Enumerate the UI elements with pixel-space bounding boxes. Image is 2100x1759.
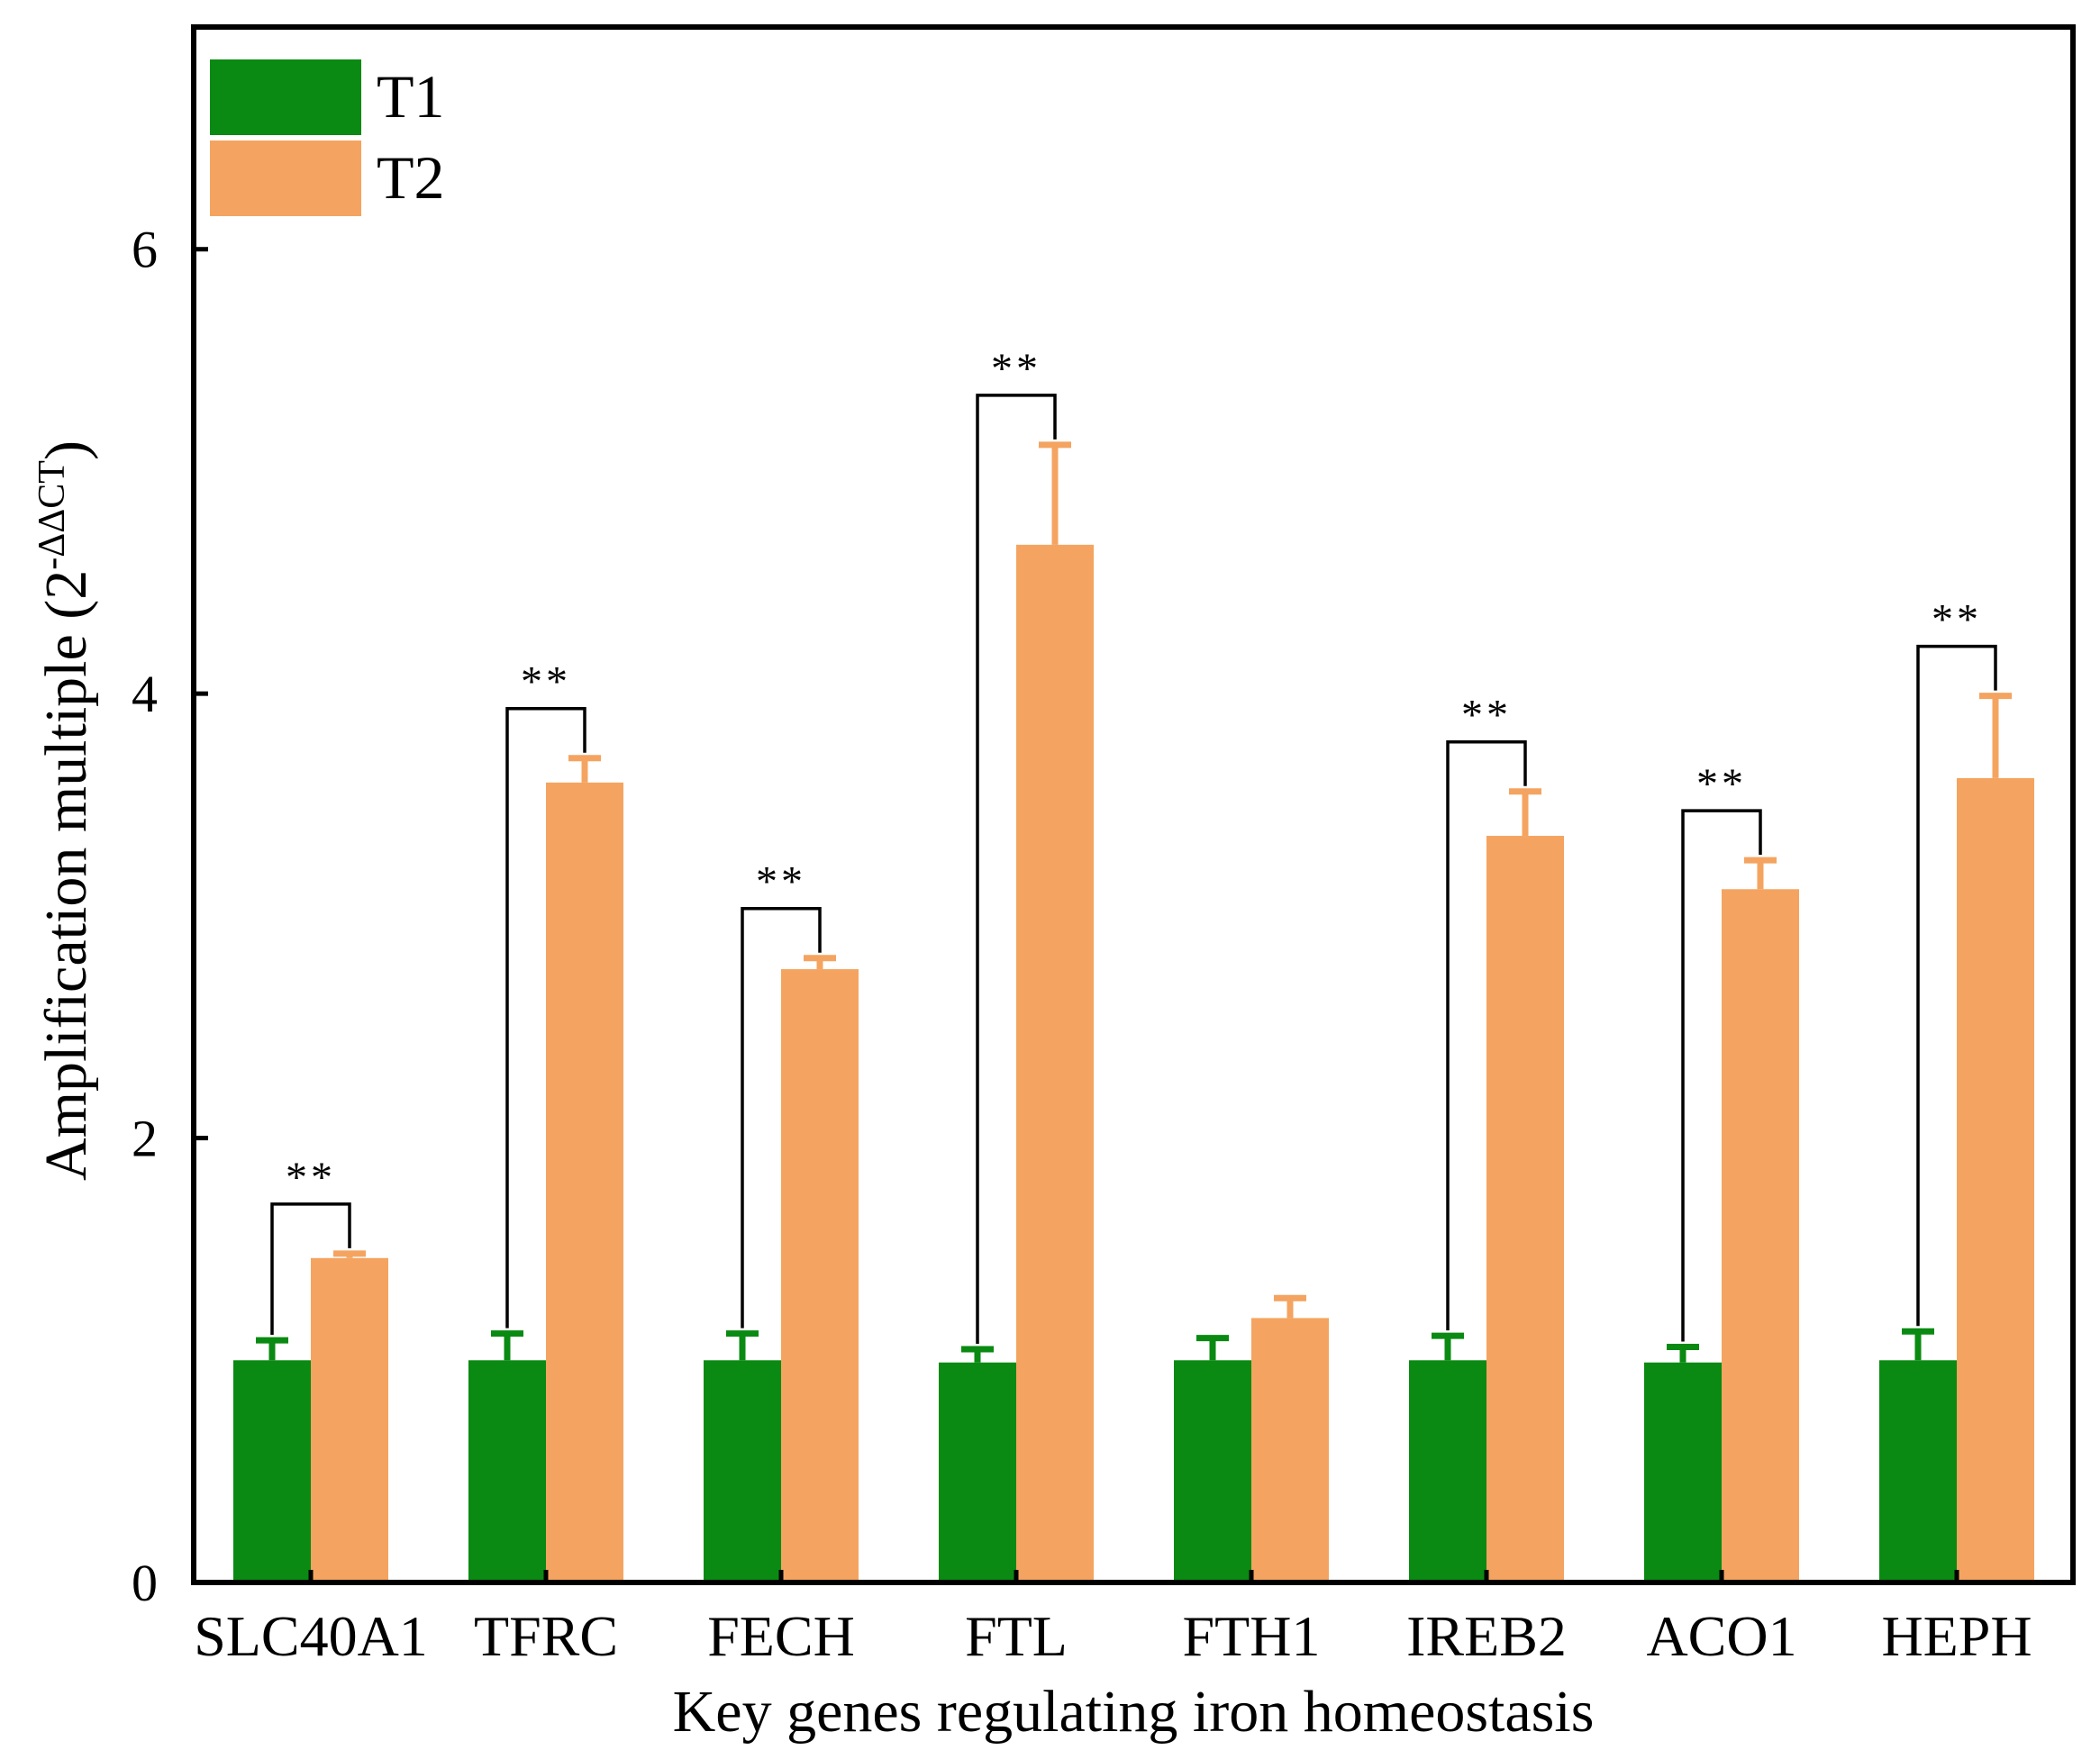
y-tick-label-0: 0 — [132, 1554, 158, 1612]
bar-t1-ftl — [939, 1362, 1016, 1582]
significance-bracket-slc40a1 — [270, 1202, 351, 1336]
significance-bracket-tfrc — [505, 706, 586, 1328]
bars-layer — [233, 544, 2034, 1583]
y-axis-title: Amplification multiple (2-ΔΔCT) — [32, 440, 99, 1181]
significance-label-ireb2: ** — [1461, 692, 1512, 739]
significance-bracket-fech — [741, 906, 822, 1328]
significance-bracket-aco1 — [1681, 809, 1762, 1342]
legend-label-t1: T1 — [377, 62, 445, 131]
x-tick-label-ftl: FTL — [965, 1604, 1068, 1668]
y-tick-label-2: 2 — [132, 1110, 158, 1168]
bar-t1-fth1 — [1174, 1360, 1251, 1582]
significance-bracket-heph — [1916, 644, 1997, 1327]
bar-t2-aco1 — [1722, 889, 1799, 1582]
x-axis-title: Key genes regulating iron homeostasis — [673, 1679, 1595, 1745]
significance-label-slc40a1: ** — [286, 1154, 336, 1201]
x-tick-label-ireb2: IREB2 — [1406, 1604, 1567, 1668]
legend-swatch-t1 — [210, 59, 361, 135]
x-tick-label-fth1: FTH1 — [1183, 1604, 1321, 1668]
significance-label-ftl: ** — [991, 345, 1041, 393]
significance-label-heph: ** — [1932, 596, 1982, 644]
x-tick-label-heph: HEPH — [1881, 1604, 2032, 1668]
x-tick-label-slc40a1: SLC40A1 — [194, 1604, 428, 1668]
y-axis-title-main: Amplification multiple (2 — [33, 570, 99, 1181]
y-tick-label-4: 4 — [132, 665, 158, 723]
x-tick-label-fech: FECH — [707, 1604, 855, 1668]
significance-bracket-ftl — [976, 394, 1057, 1344]
bar-t1-ireb2 — [1409, 1360, 1486, 1582]
significance-bracket-ireb2 — [1446, 739, 1527, 1331]
bar-t1-heph — [1879, 1360, 1957, 1582]
bar-t2-fech — [781, 969, 859, 1582]
bar-t2-fth1 — [1251, 1318, 1329, 1582]
significance-label-fech: ** — [756, 858, 806, 906]
bar-t1-slc40a1 — [233, 1360, 311, 1582]
error-bars-layer — [256, 441, 2012, 1363]
bar-t2-heph — [1957, 777, 2034, 1582]
y-axis-title-superscript: -ΔΔCT — [32, 460, 73, 570]
significance-label-tfrc: ** — [521, 658, 571, 706]
bar-t1-aco1 — [1644, 1362, 1722, 1582]
bar-t2-slc40a1 — [311, 1257, 388, 1582]
bar-t1-fech — [704, 1360, 781, 1582]
significance-label-aco1: ** — [1696, 760, 1747, 808]
bar-t2-ftl — [1016, 544, 1094, 1583]
plot-frame — [191, 24, 2076, 1585]
bar-t2-tfrc — [546, 782, 623, 1582]
y-axis: 0 2 4 6 — [132, 221, 208, 1612]
y-tick-label-6: 6 — [132, 221, 158, 279]
y-axis-title-close: ) — [33, 440, 99, 460]
bar-t1-tfrc — [468, 1360, 546, 1582]
x-axis: SLC40A1 TFRC FECH FTL FTH1 IREB2 ACO1 HEPH — [194, 1570, 2032, 1668]
legend-swatch-t2 — [210, 141, 361, 216]
x-tick-label-aco1: ACO1 — [1646, 1604, 1796, 1668]
significance-layer: ** ** ** ** ** ** ** — [270, 345, 1997, 1344]
bar-t2-ireb2 — [1486, 836, 1564, 1582]
legend-label-t2: T2 — [377, 143, 445, 212]
x-tick-label-tfrc: TFRC — [474, 1604, 618, 1668]
